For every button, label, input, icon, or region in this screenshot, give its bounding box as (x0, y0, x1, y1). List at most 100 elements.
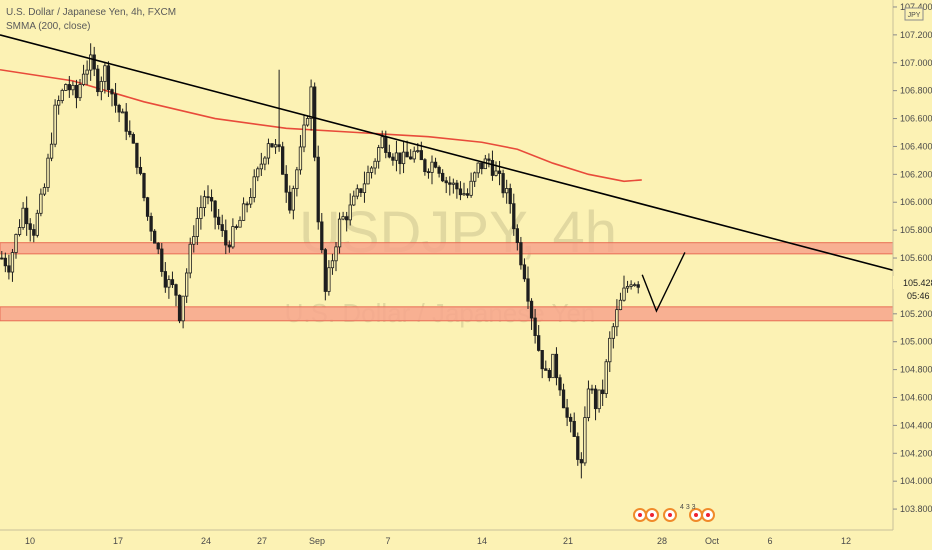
time-tick-label: 14 (477, 536, 487, 546)
time-tick-label: 28 (657, 536, 667, 546)
candle-body (586, 388, 591, 418)
candle-body (423, 159, 427, 173)
candle-body (270, 143, 274, 148)
time-tick-label: 12 (841, 536, 851, 546)
candle-body (113, 93, 118, 106)
candle-body (117, 104, 121, 113)
candle-body (206, 196, 210, 199)
candle-body (480, 162, 484, 170)
event-flag-icon[interactable] (645, 508, 659, 522)
candle-body (46, 157, 50, 188)
candle-body (273, 144, 278, 148)
candle-body (323, 249, 327, 292)
candle-body (238, 219, 242, 228)
candle-body (401, 151, 406, 165)
candle-body (394, 152, 399, 161)
candle-body (128, 130, 132, 135)
candle-body (409, 156, 413, 160)
candle-body (57, 100, 61, 106)
candle-body (124, 111, 128, 132)
price-tick-label: 106.400 (900, 141, 932, 151)
economic-events[interactable]: 4 3 3 (633, 504, 715, 522)
candle-body (334, 246, 338, 262)
candle-body (487, 158, 491, 161)
smma-line (0, 68, 642, 183)
candle-body (103, 65, 107, 82)
price-tick-label: 103.800 (900, 504, 932, 514)
candle-body (224, 230, 228, 246)
candle-body (398, 152, 402, 165)
projection-line[interactable] (641, 252, 686, 313)
currency-badge[interactable]: JPY (904, 7, 924, 21)
candle-body (579, 459, 583, 464)
candle-body (220, 224, 224, 231)
candle-body (330, 260, 335, 269)
candle-body (529, 300, 534, 319)
price-tick-label: 104.800 (900, 365, 932, 375)
candle-body (3, 257, 7, 267)
time-axis[interactable]: 10 17 24 27 Sep 7 14 21 28 Oct 6 12 (0, 529, 893, 546)
candle-body (213, 200, 217, 218)
candle-body (99, 81, 103, 93)
event-flag-icon[interactable] (701, 508, 715, 522)
event-flag-icon[interactable] (633, 508, 647, 522)
candle-body (217, 216, 221, 225)
candle-body (512, 203, 516, 230)
candle-body (259, 163, 263, 170)
chart-legend: U.S. Dollar / Japanese Yen, 4h, FXCM SMM… (6, 6, 176, 34)
candle-body (551, 353, 555, 379)
candle-body (241, 203, 246, 221)
candle-body (234, 226, 239, 228)
price-tick-label: 106.600 (900, 114, 932, 124)
candle-body (39, 193, 43, 214)
price-tick-label: 106.800 (900, 86, 932, 96)
candle-body (92, 54, 96, 70)
candle-body (433, 161, 438, 168)
bar-countdown: 05:46 (907, 291, 930, 301)
candle-body (583, 417, 587, 464)
candle-body (142, 173, 146, 199)
candle-body (305, 118, 310, 126)
time-tick-label: 21 (563, 536, 573, 546)
price-tick-label: 105.000 (900, 337, 932, 347)
candle-body (565, 407, 569, 418)
candle-body (181, 295, 185, 322)
price-zone-2[interactable] (0, 306, 894, 322)
trendline[interactable] (0, 34, 900, 273)
candle-body (60, 90, 64, 101)
candle-body (473, 172, 477, 182)
time-tick-label: Sep (309, 536, 325, 546)
candle-body (185, 272, 189, 297)
price-tick-label: 106.000 (900, 197, 932, 207)
candle-body (177, 294, 182, 322)
candle-body (28, 223, 32, 230)
candle-body (558, 377, 562, 391)
candle-body (451, 182, 455, 185)
candle-body (149, 215, 153, 232)
projection-path[interactable] (641, 252, 686, 313)
candle-body (74, 84, 79, 99)
candle-body (25, 207, 29, 225)
candle-body (455, 182, 459, 190)
price-zone-1[interactable] (0, 242, 894, 255)
price-axis[interactable]: 107.400 107.200 107.000 106.800 106.600 106.4… (892, 0, 932, 530)
event-flag-icon[interactable] (663, 508, 677, 522)
candle-body (7, 265, 11, 273)
trendline-path[interactable] (0, 34, 900, 273)
candle-body (465, 193, 470, 196)
candle-body (78, 84, 82, 99)
candle-body (249, 197, 253, 205)
time-tick-label: 6 (767, 536, 772, 546)
candle-body (320, 221, 324, 251)
time-tick-label: 7 (385, 536, 390, 546)
candle-body (188, 243, 192, 274)
candle-body (195, 218, 199, 237)
candle-body (384, 136, 388, 153)
price-axis-bg (893, 0, 932, 530)
candle-body (53, 104, 57, 145)
candle-body (277, 144, 281, 148)
candle-body (377, 147, 381, 162)
candle-body (106, 65, 111, 91)
